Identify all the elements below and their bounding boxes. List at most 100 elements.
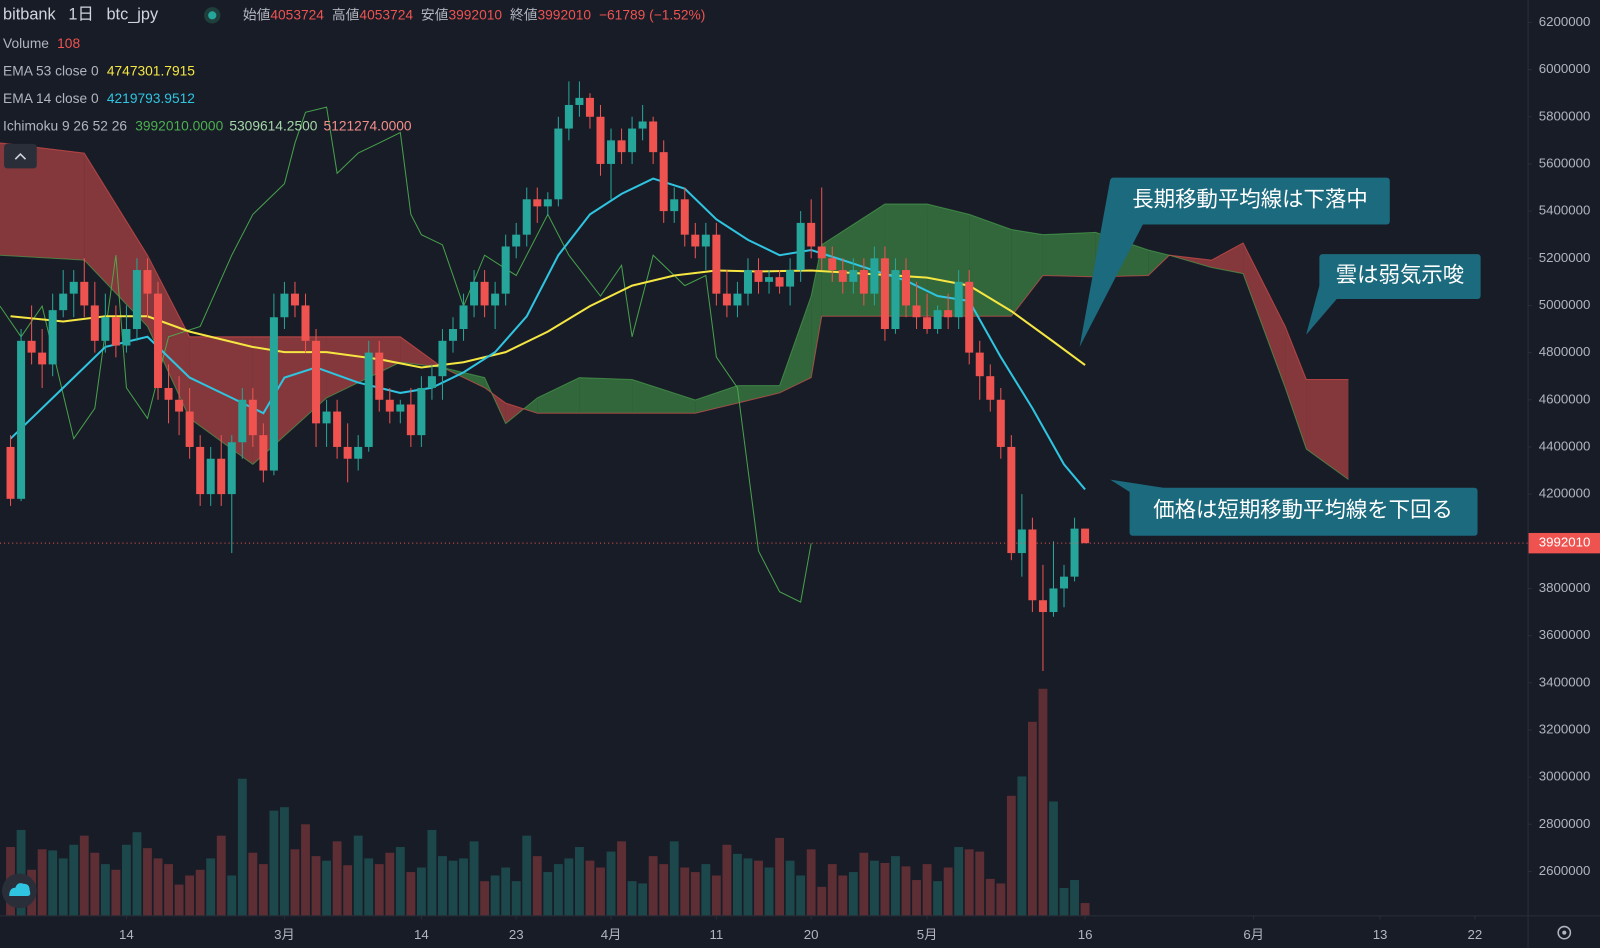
volume-bar	[206, 858, 216, 916]
last-price-label: 3992010	[1539, 535, 1591, 550]
candle-body	[438, 340, 447, 377]
volume-bar	[743, 858, 753, 916]
candle-body	[1060, 576, 1069, 589]
candle-body	[649, 121, 658, 153]
candle-body	[733, 293, 742, 306]
volume-bar	[711, 875, 721, 916]
volume-bar	[16, 829, 26, 916]
volume-bar	[406, 872, 416, 916]
candle-body	[1049, 588, 1058, 613]
callout-box	[1319, 254, 1481, 299]
candle-body	[406, 404, 415, 436]
volume-bar	[1049, 801, 1058, 916]
volume-bar	[827, 864, 837, 916]
candle-body	[48, 310, 57, 365]
volume-bar	[859, 852, 869, 916]
gear-center	[1562, 930, 1567, 935]
volume-bar	[438, 856, 447, 916]
legend-name: Ichimoku 9 26 52 26	[3, 118, 127, 133]
volume-bar	[459, 858, 468, 916]
candle-body	[459, 305, 468, 330]
volume-bar	[869, 860, 879, 916]
volume-bar	[90, 852, 100, 916]
cloud-edge	[0, 142, 1349, 414]
ohlc-label: 終値	[510, 7, 538, 22]
ohlc-label: 高値	[332, 6, 360, 22]
candle-body	[986, 376, 995, 400]
candle-body	[607, 140, 616, 164]
x-tick-label: 23	[509, 927, 524, 942]
y-tick-label: 5600000	[1539, 155, 1591, 170]
y-tick-label: 6200000	[1539, 14, 1591, 29]
cloud-segment	[969, 214, 1012, 317]
ohlc-value: 3992010	[448, 7, 502, 22]
settings[interactable]	[1557, 925, 1572, 940]
lagging-span	[0, 106, 812, 603]
candle-body	[6, 446, 15, 499]
candle-body	[796, 222, 805, 271]
volume-bar	[48, 850, 58, 916]
x-tick-label: 20	[804, 927, 819, 942]
volume-bar	[985, 878, 995, 916]
candle-body	[838, 270, 847, 282]
y-tick-label: 3600000	[1539, 627, 1591, 642]
volume-bar	[290, 849, 300, 916]
volume-bar	[195, 869, 205, 916]
candle-body	[564, 104, 573, 129]
ohlc-value: 4053724	[270, 7, 324, 22]
ohlc-value: 4053724	[359, 7, 413, 22]
volume-bar	[416, 867, 426, 916]
candle-body	[628, 128, 637, 153]
y-tick-label: 5800000	[1539, 108, 1591, 123]
volume-bar	[501, 867, 511, 916]
volume-bar	[564, 858, 574, 916]
volume-bar	[448, 860, 458, 916]
candle-body	[175, 399, 184, 412]
volume-bar	[701, 864, 711, 916]
change: −61789 (−1.52%)	[599, 7, 705, 22]
plot-area	[0, 81, 1528, 916]
volume-bar	[754, 860, 763, 916]
y-tick-label: 4600000	[1539, 391, 1591, 406]
annotation: 長期移動平均線は下落中	[1079, 177, 1390, 347]
volume-bar	[227, 875, 237, 916]
legend-volume: Volume 108	[3, 36, 80, 51]
volume-bar	[58, 858, 68, 916]
volume-bar	[848, 872, 858, 916]
annotation-text: 価格は短期移動平均線を下回る	[1153, 498, 1453, 522]
legend-value: 5309614.2500	[229, 118, 317, 133]
logo[interactable]	[2, 873, 37, 909]
candle-body	[90, 305, 99, 341]
candle-body	[754, 270, 763, 282]
x-tick-label: 16	[1078, 927, 1093, 942]
volume-bar	[143, 848, 152, 916]
candle-body	[343, 446, 352, 459]
volume-bar	[164, 864, 173, 916]
y-tick-label: 3200000	[1539, 721, 1591, 736]
candle-body	[817, 246, 826, 259]
x-tick-label: 5月	[917, 927, 938, 942]
x-tick-label: 3月	[274, 927, 295, 942]
interval: 1日	[68, 6, 93, 24]
candle-body	[933, 310, 942, 330]
collapse-bg[interactable]	[4, 143, 37, 169]
collapse-button[interactable]	[4, 143, 37, 169]
volume-bar	[627, 881, 637, 916]
volume-bar	[606, 851, 616, 916]
gear[interactable]	[1557, 925, 1572, 940]
cloud-segment	[505, 403, 524, 424]
y-tick-label: 4400000	[1539, 438, 1591, 453]
volume-bar	[574, 847, 584, 916]
candle-body	[217, 458, 226, 495]
candle-body	[59, 293, 68, 311]
volume-bar	[522, 835, 532, 916]
cloud-segment	[1243, 242, 1286, 388]
volume-bar	[638, 883, 648, 916]
volume-bar	[79, 835, 89, 916]
volume-bar	[943, 867, 953, 916]
volume-bar	[269, 810, 279, 916]
candle-body	[575, 97, 584, 105]
volume-bar	[322, 860, 332, 916]
